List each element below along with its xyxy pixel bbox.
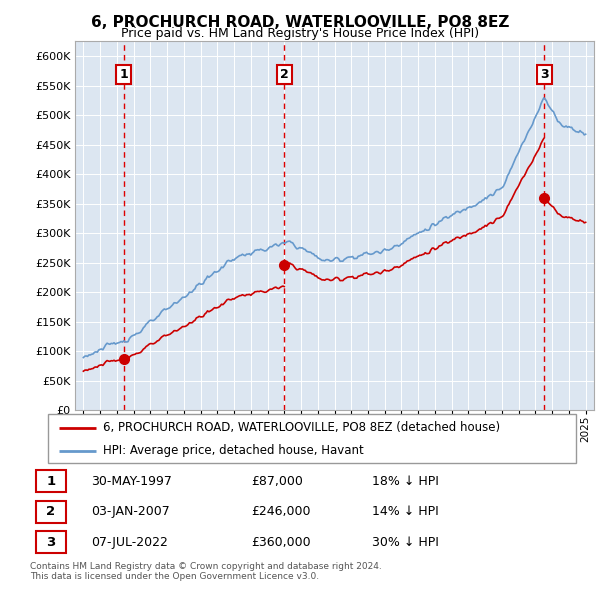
Text: 3: 3 [540, 68, 548, 81]
Text: 2: 2 [46, 505, 55, 519]
Text: 30% ↓ HPI: 30% ↓ HPI [372, 536, 439, 549]
Text: Contains HM Land Registry data © Crown copyright and database right 2024.
This d: Contains HM Land Registry data © Crown c… [30, 562, 382, 581]
Text: 30-MAY-1997: 30-MAY-1997 [91, 475, 172, 488]
Text: 3: 3 [46, 536, 55, 549]
FancyBboxPatch shape [35, 470, 66, 492]
Text: £360,000: £360,000 [251, 536, 310, 549]
Text: 03-JAN-2007: 03-JAN-2007 [91, 505, 169, 519]
Text: £87,000: £87,000 [251, 475, 302, 488]
Text: 6, PROCHURCH ROAD, WATERLOOVILLE, PO8 8EZ: 6, PROCHURCH ROAD, WATERLOOVILLE, PO8 8E… [91, 15, 509, 30]
FancyBboxPatch shape [48, 414, 576, 463]
Text: 18% ↓ HPI: 18% ↓ HPI [372, 475, 439, 488]
Text: 1: 1 [46, 475, 55, 488]
FancyBboxPatch shape [35, 501, 66, 523]
Text: 6, PROCHURCH ROAD, WATERLOOVILLE, PO8 8EZ (detached house): 6, PROCHURCH ROAD, WATERLOOVILLE, PO8 8E… [103, 421, 500, 434]
Text: 14% ↓ HPI: 14% ↓ HPI [372, 505, 439, 519]
Text: HPI: Average price, detached house, Havant: HPI: Average price, detached house, Hava… [103, 444, 364, 457]
Text: 1: 1 [119, 68, 128, 81]
FancyBboxPatch shape [35, 532, 66, 553]
Text: Price paid vs. HM Land Registry's House Price Index (HPI): Price paid vs. HM Land Registry's House … [121, 27, 479, 40]
Text: 2: 2 [280, 68, 289, 81]
Text: £246,000: £246,000 [251, 505, 310, 519]
Text: 07-JUL-2022: 07-JUL-2022 [91, 536, 167, 549]
